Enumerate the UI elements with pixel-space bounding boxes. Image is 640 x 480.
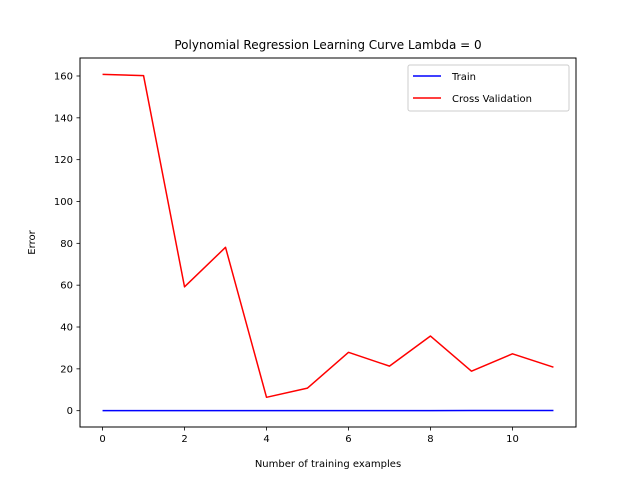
legend-label-train: Train (451, 72, 476, 83)
x-tick-label: 2 (181, 434, 187, 445)
legend: Train Cross Validation (407, 64, 570, 112)
x-axis-label: Number of training examples (255, 459, 401, 470)
plot-frame (79, 57, 577, 428)
y-tick-label: 100 (54, 197, 73, 208)
y-axis-label: Error (27, 229, 38, 254)
y-tick-label: 160 (54, 71, 73, 82)
y-tick-label: 140 (54, 113, 73, 124)
y-tick-label: 60 (60, 281, 73, 292)
x-tick-label: 8 (427, 434, 433, 445)
y-tick-label: 0 (67, 406, 73, 417)
chart-title: Polynomial Regression Learning Curve Lam… (174, 38, 481, 52)
legend-box (407, 64, 570, 112)
x-tick-label: 4 (263, 434, 269, 445)
series-layer (102, 73, 554, 412)
x-tick-label: 0 (99, 434, 105, 445)
y-tick-label: 20 (60, 364, 73, 375)
y-tick-label: 80 (60, 239, 73, 250)
x-tick-label: 10 (506, 434, 519, 445)
y-tick-label: 40 (60, 323, 73, 334)
series-line-cross-validation (102, 73, 554, 399)
x-tick-label: 6 (345, 434, 351, 445)
legend-label-cross-validation: Cross Validation (452, 94, 532, 105)
y-tick-label: 120 (54, 155, 73, 166)
